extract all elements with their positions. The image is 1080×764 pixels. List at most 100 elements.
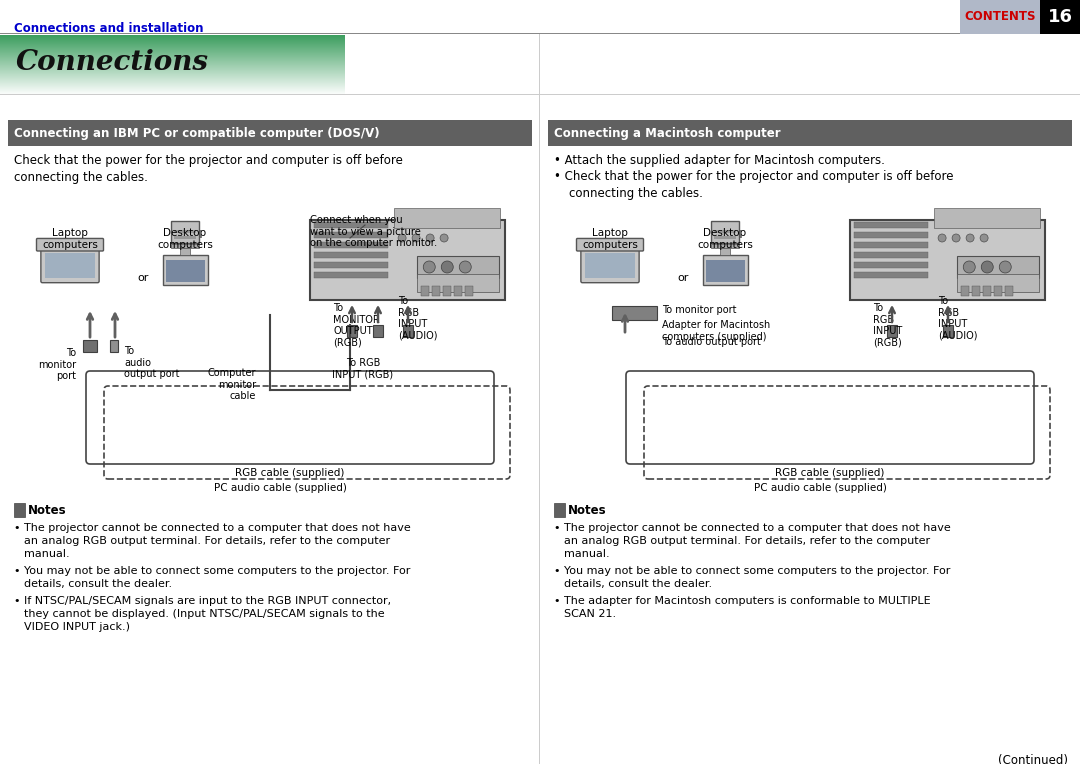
Bar bbox=[854, 242, 928, 248]
Text: Notes: Notes bbox=[28, 503, 67, 516]
Bar bbox=[0, 60, 345, 62]
Bar bbox=[443, 286, 451, 296]
Bar bbox=[314, 262, 388, 268]
Bar bbox=[957, 256, 1039, 278]
Text: details, consult the dealer.: details, consult the dealer. bbox=[564, 579, 712, 589]
Bar bbox=[0, 66, 345, 67]
Bar bbox=[0, 82, 345, 83]
Bar bbox=[0, 40, 345, 41]
Bar bbox=[983, 286, 991, 296]
Bar bbox=[887, 325, 897, 337]
Text: To monitor port: To monitor port bbox=[662, 305, 737, 315]
Text: manual.: manual. bbox=[24, 549, 69, 559]
Bar bbox=[417, 256, 499, 278]
Bar bbox=[165, 260, 204, 282]
Bar bbox=[712, 221, 739, 243]
Circle shape bbox=[981, 234, 988, 242]
Text: To
audio
output port: To audio output port bbox=[124, 346, 179, 379]
Bar bbox=[162, 255, 207, 285]
Bar bbox=[0, 89, 345, 91]
Bar bbox=[0, 93, 345, 95]
Bar bbox=[310, 220, 505, 300]
Bar bbox=[1005, 286, 1013, 296]
Bar bbox=[0, 40, 345, 42]
Bar bbox=[854, 262, 928, 268]
Bar bbox=[0, 50, 345, 52]
FancyBboxPatch shape bbox=[577, 238, 644, 251]
Bar bbox=[0, 66, 345, 68]
Bar bbox=[0, 72, 345, 73]
Circle shape bbox=[982, 261, 994, 273]
Bar bbox=[548, 120, 1072, 146]
Bar bbox=[714, 230, 735, 233]
Bar bbox=[554, 503, 565, 517]
Circle shape bbox=[939, 234, 946, 242]
Circle shape bbox=[441, 234, 448, 242]
Bar bbox=[110, 340, 118, 352]
Circle shape bbox=[999, 261, 1011, 273]
Bar bbox=[0, 86, 345, 88]
Bar bbox=[0, 51, 345, 53]
Bar bbox=[314, 232, 388, 238]
Bar bbox=[0, 76, 345, 77]
Bar bbox=[0, 53, 345, 55]
Bar bbox=[0, 79, 345, 81]
Bar bbox=[0, 89, 345, 90]
Bar bbox=[0, 53, 345, 54]
Bar bbox=[0, 69, 345, 70]
Bar bbox=[0, 47, 345, 48]
Text: • The projector cannot be connected to a computer that does not have: • The projector cannot be connected to a… bbox=[554, 523, 950, 533]
Bar bbox=[705, 260, 744, 282]
FancyBboxPatch shape bbox=[581, 248, 639, 283]
Text: CONTENTS: CONTENTS bbox=[964, 11, 1036, 24]
Bar bbox=[961, 286, 969, 296]
Bar bbox=[854, 222, 928, 228]
Bar bbox=[0, 61, 345, 63]
Bar bbox=[0, 59, 345, 60]
Circle shape bbox=[963, 261, 975, 273]
Circle shape bbox=[442, 261, 454, 273]
Bar bbox=[174, 230, 195, 233]
Bar bbox=[0, 67, 345, 69]
Bar bbox=[0, 34, 345, 36]
Bar bbox=[0, 48, 345, 50]
Bar bbox=[960, 0, 1040, 34]
Text: • You may not be able to connect some computers to the projector. For: • You may not be able to connect some co… bbox=[554, 566, 950, 576]
Text: • Check that the power for the projector and computer is off before
    connecti: • Check that the power for the projector… bbox=[554, 170, 954, 200]
Text: Desktop
computers: Desktop computers bbox=[157, 228, 213, 250]
FancyBboxPatch shape bbox=[41, 248, 99, 283]
Bar bbox=[0, 47, 345, 49]
Bar bbox=[14, 503, 25, 517]
Bar bbox=[0, 73, 345, 75]
Bar bbox=[83, 340, 97, 352]
Bar bbox=[0, 56, 345, 57]
Bar bbox=[711, 244, 739, 248]
Text: PC audio cable (supplied): PC audio cable (supplied) bbox=[214, 483, 347, 493]
Text: • The projector cannot be connected to a computer that does not have: • The projector cannot be connected to a… bbox=[14, 523, 410, 533]
Text: To
RGB
INPUT
(AUDIO): To RGB INPUT (AUDIO) bbox=[399, 296, 437, 341]
Bar bbox=[850, 220, 1045, 300]
Text: or: or bbox=[137, 273, 149, 283]
Text: Laptop
computers: Laptop computers bbox=[582, 228, 638, 250]
Text: Check that the power for the projector and computer is off before
connecting the: Check that the power for the projector a… bbox=[14, 154, 403, 184]
Text: To
RGB
INPUT
(RGB): To RGB INPUT (RGB) bbox=[873, 303, 902, 348]
Text: Desktop
computers: Desktop computers bbox=[697, 228, 753, 250]
Bar bbox=[0, 33, 1080, 34]
Text: 16: 16 bbox=[1048, 8, 1072, 26]
Text: To RGB
INPUT (RGB): To RGB INPUT (RGB) bbox=[333, 358, 393, 380]
Bar bbox=[373, 325, 383, 337]
Bar bbox=[421, 286, 429, 296]
Bar bbox=[854, 232, 928, 238]
Bar bbox=[314, 222, 388, 228]
Bar bbox=[943, 325, 953, 337]
Bar bbox=[0, 83, 345, 85]
Text: RGB cable (supplied): RGB cable (supplied) bbox=[775, 468, 885, 478]
Bar bbox=[0, 43, 345, 44]
Bar bbox=[0, 44, 345, 45]
Bar bbox=[314, 242, 388, 248]
Bar bbox=[0, 76, 345, 78]
Text: • You may not be able to connect some computers to the projector. For: • You may not be able to connect some co… bbox=[14, 566, 410, 576]
Circle shape bbox=[967, 234, 974, 242]
Bar bbox=[8, 120, 532, 146]
Text: they cannot be displayed. (Input NTSC/PAL/SECAM signals to the: they cannot be displayed. (Input NTSC/PA… bbox=[24, 609, 384, 619]
